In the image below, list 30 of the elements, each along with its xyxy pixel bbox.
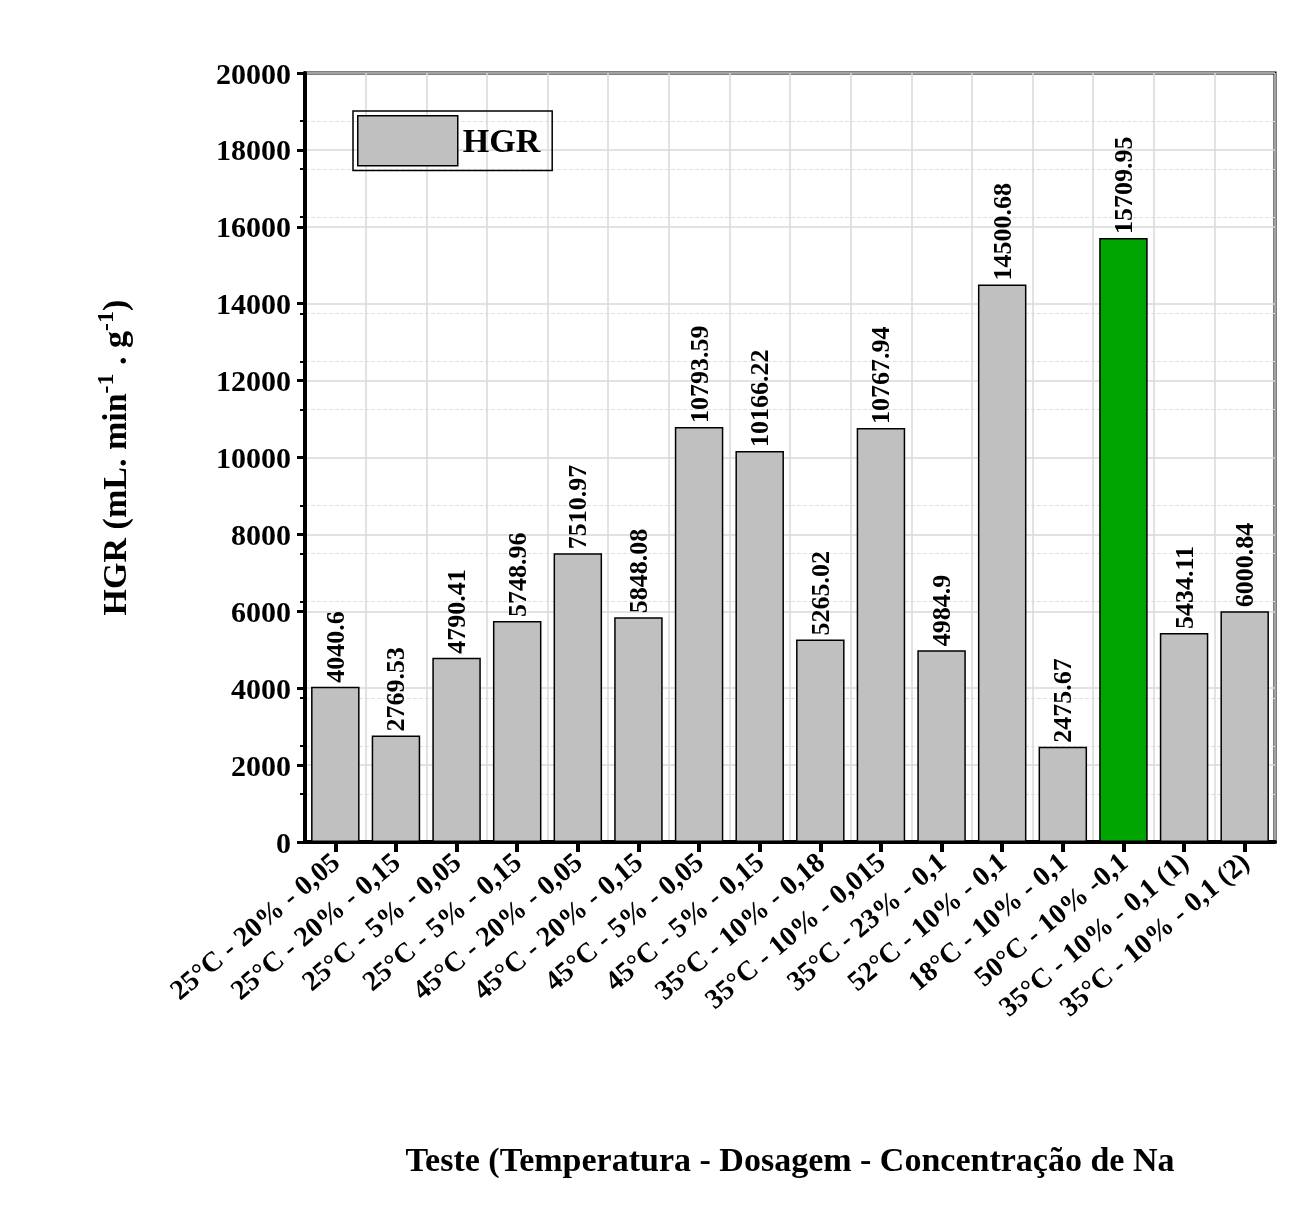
data-label: 10793.59	[684, 325, 714, 423]
data-label: 4790.41	[442, 569, 472, 654]
data-label: 5748.96	[502, 532, 532, 617]
data-label: 7510.97	[563, 464, 593, 550]
y-tick-label: 20000	[216, 56, 291, 90]
data-label: 6000.84	[1230, 522, 1260, 608]
x-axis-title: Teste (Temperatura - Dosagem - Concentração de Na	[405, 1140, 1175, 1179]
y-tick-label: 8000	[231, 517, 291, 551]
y-tick-label: 18000	[216, 133, 291, 167]
data-label: 2769.53	[381, 647, 411, 732]
data-label: 4040.6	[320, 611, 350, 683]
y-tick-label: 10000	[216, 441, 291, 474]
y-axis-title: HGR (mL. min-1 . g-1)	[92, 299, 134, 616]
data-label: 2475.67	[1048, 658, 1078, 743]
y-tick-label: 4000	[231, 671, 291, 705]
legend-label: HGR	[462, 122, 541, 160]
data-label: 10166.22	[745, 349, 775, 448]
data-label: 15709.95	[1108, 136, 1138, 234]
y-tick-label: 6000	[231, 594, 291, 628]
y-tick-label: 12000	[216, 364, 291, 398]
data-label: 10767.94	[866, 326, 896, 424]
y-tick-label: 16000	[216, 210, 291, 244]
y-tick-label: 14000	[216, 287, 291, 321]
data-label: 5848.08	[623, 528, 653, 614]
y-tick-label: 0	[276, 825, 291, 859]
data-label: 14500.68	[987, 182, 1017, 281]
data-label: 5434.11	[1169, 545, 1199, 630]
data-label: 5265.02	[805, 551, 835, 636]
data-label: 4984.9	[927, 574, 957, 647]
y-tick-label: 2000	[231, 748, 291, 782]
